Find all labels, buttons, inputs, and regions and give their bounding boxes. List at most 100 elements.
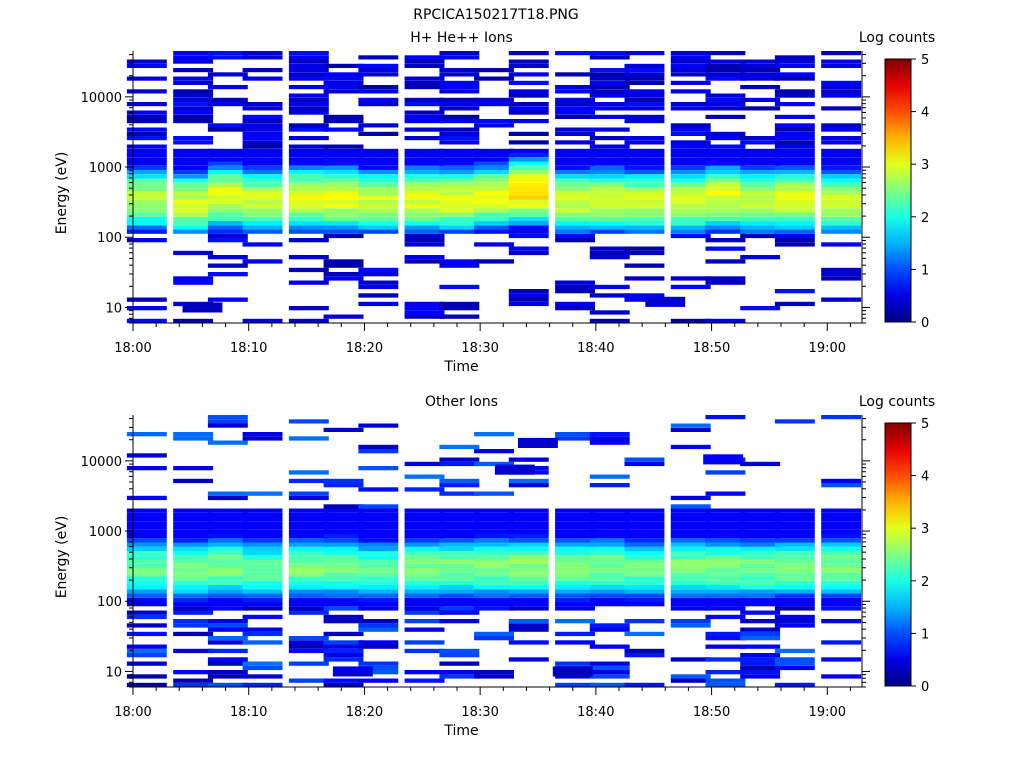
spectrogram-cell (624, 250, 665, 256)
spectrogram-cell (624, 293, 665, 298)
spectrogram-cell (508, 59, 549, 64)
spectrogram-cell (323, 631, 364, 637)
spectrogram-cell (173, 508, 214, 513)
spectrogram-cell (474, 242, 514, 247)
spectrogram-cell (323, 233, 364, 239)
spectrogram-cell (323, 517, 364, 522)
spectrogram-cell (508, 89, 549, 94)
spectrogram-cell (774, 597, 815, 603)
spectrogram-cell (740, 602, 781, 607)
spectrogram-cell (821, 178, 862, 183)
spectrogram-cell (774, 76, 815, 81)
spectrogram-cell (508, 170, 549, 175)
spectrogram-cell (555, 110, 595, 115)
spectrogram-cell (821, 593, 862, 598)
spectrogram-cell (207, 182, 248, 187)
spectrogram-cell (589, 148, 630, 153)
spectrogram-cell (821, 208, 862, 213)
spectrogram-cell (774, 144, 815, 149)
spectrogram-cell (589, 602, 630, 607)
spectrogram-cell (242, 229, 283, 234)
spectrogram-cell (126, 127, 167, 132)
spectrogram-cell (624, 204, 665, 209)
spectrogram-cell (404, 576, 445, 581)
spectrogram-cell (173, 204, 214, 209)
spectrogram-cell (474, 174, 514, 179)
spectrogram-cell (474, 568, 514, 573)
spectrogram-cell (242, 170, 283, 175)
spectrogram-cell (288, 72, 329, 77)
spectrogram-cell (555, 602, 595, 607)
spectrogram-cell (624, 140, 665, 145)
spectrogram-cell (173, 589, 214, 594)
spectrogram-cell (740, 542, 781, 547)
spectrogram-cell (589, 246, 630, 251)
spectrogram-cell (207, 195, 248, 200)
spectrogram-cell (705, 512, 746, 518)
spectrogram-cell (670, 102, 711, 107)
spectrogram-cell (821, 546, 862, 552)
spectrogram-cell (323, 157, 364, 162)
spectrogram-cell (439, 182, 480, 187)
spectrogram-cell (670, 216, 711, 222)
spectrogram-cell (670, 140, 711, 145)
spectrogram-cell (555, 521, 595, 526)
spectrogram-cell (774, 55, 815, 60)
spectrogram-cell (182, 302, 223, 313)
spectrogram-cell (173, 512, 214, 518)
spectrogram-cell (624, 593, 665, 598)
spectrogram-cell (242, 106, 283, 111)
spectrogram-cell (404, 76, 445, 81)
spectrogram-cell (624, 68, 665, 73)
spectrogram-cell (358, 449, 399, 454)
spectrogram-cell (740, 670, 781, 675)
spectrogram-cell (323, 89, 364, 94)
spectrogram-cell (404, 474, 445, 479)
spectrogram-cell (173, 276, 214, 281)
spectrogram-cell (624, 89, 665, 94)
spectrogram-cell (358, 602, 399, 607)
spectrogram-cell (508, 478, 549, 484)
spectrogram-cell (740, 72, 781, 77)
spectrogram-cell (288, 178, 329, 183)
spectrogram-cell (624, 512, 665, 518)
spectrogram-cell (242, 512, 283, 518)
spectrogram-cell (404, 225, 445, 230)
spectrogram-cell (589, 72, 630, 77)
spectrogram-cell (207, 529, 248, 535)
spectrogram-cell (207, 636, 248, 641)
spectrogram-cell (508, 153, 549, 158)
spectrogram-cell (508, 93, 549, 98)
spectrogram-cell (323, 593, 364, 598)
spectrogram-cell (439, 589, 480, 594)
spectrogram-cell (207, 174, 248, 179)
spectrogram-cell (705, 93, 746, 98)
spectrogram-cell (624, 542, 665, 547)
spectrogram-cell (740, 187, 781, 192)
spectrogram-cell (705, 491, 746, 496)
spectrogram-cell (740, 216, 781, 222)
spectrogram-cell (670, 585, 711, 590)
spectrogram-cell (173, 153, 214, 158)
spectrogram-cell (207, 97, 248, 102)
spectrogram-cell (670, 178, 711, 183)
spectrogram-cell (670, 148, 711, 153)
spectrogram-cell (404, 110, 445, 115)
spectrogram-cell (705, 204, 746, 209)
spectrogram-cell (670, 674, 711, 679)
spectrogram-cell (126, 512, 167, 518)
spectrogram-cell (288, 648, 329, 654)
spectrogram-cell (774, 127, 815, 132)
spectrogram-cell (323, 170, 364, 175)
spectrogram-cell (242, 674, 283, 679)
spectrogram-cell (358, 546, 399, 552)
x-tick-label: 18:00 (114, 341, 151, 356)
spectrogram-cell (439, 457, 480, 462)
spectrogram-cell (242, 568, 283, 573)
spectrogram-cell (404, 538, 445, 543)
spectrogram-cell (589, 436, 630, 441)
spectrogram-cell (555, 131, 595, 136)
spectrogram-cell (624, 212, 665, 217)
spectrogram-cell (207, 627, 248, 632)
spectrogram-cell (555, 187, 595, 192)
